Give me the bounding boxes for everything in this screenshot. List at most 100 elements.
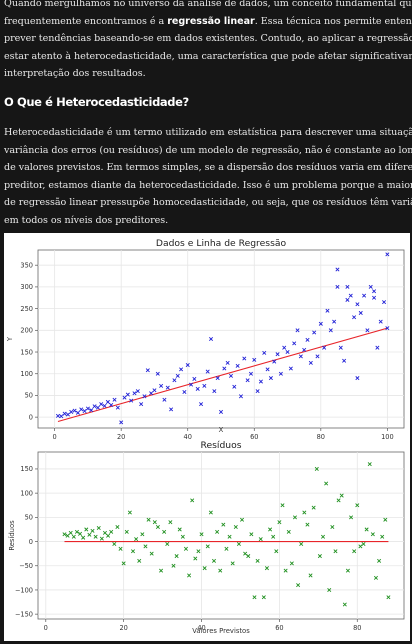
y-axis-label: Resíduos bbox=[8, 520, 16, 551]
data-point bbox=[271, 534, 276, 539]
data-point bbox=[372, 289, 377, 294]
data-point bbox=[172, 378, 177, 383]
data-point bbox=[242, 356, 247, 361]
data-point bbox=[106, 533, 111, 538]
data-point bbox=[208, 510, 213, 515]
data-point bbox=[62, 411, 67, 416]
data-point bbox=[358, 310, 363, 315]
data-point bbox=[265, 367, 270, 372]
data-point bbox=[235, 363, 240, 368]
x-tick-label: 20 bbox=[119, 624, 127, 632]
body-line-4: preditor, estamos diante da heterocedast… bbox=[4, 179, 412, 191]
data-point bbox=[322, 345, 327, 350]
data-point bbox=[81, 535, 86, 540]
data-point bbox=[218, 409, 224, 414]
data-point bbox=[335, 267, 340, 272]
data-point bbox=[268, 527, 273, 532]
data-point bbox=[338, 345, 343, 350]
data-point bbox=[292, 515, 297, 520]
data-point bbox=[315, 354, 320, 359]
data-point bbox=[112, 397, 117, 402]
data-point bbox=[358, 544, 363, 549]
data-point bbox=[227, 534, 232, 539]
data-point bbox=[386, 595, 391, 600]
data-point bbox=[236, 541, 241, 546]
data-point bbox=[246, 554, 251, 559]
data-point bbox=[109, 402, 114, 408]
data-point bbox=[165, 541, 170, 546]
data-point bbox=[243, 551, 248, 556]
data-point bbox=[202, 566, 207, 571]
data-point bbox=[282, 345, 287, 350]
data-point bbox=[345, 568, 350, 573]
data-point bbox=[85, 406, 90, 411]
data-point bbox=[125, 392, 130, 397]
data-point bbox=[193, 556, 198, 561]
data-point bbox=[211, 558, 217, 563]
data-point bbox=[142, 394, 147, 399]
data-point bbox=[102, 403, 107, 408]
data-point bbox=[345, 284, 350, 289]
x-axis-label: X bbox=[219, 426, 224, 434]
data-point bbox=[205, 544, 210, 549]
data-point bbox=[74, 529, 79, 534]
data-point bbox=[159, 383, 164, 388]
data-point bbox=[373, 575, 378, 580]
data-point bbox=[87, 532, 92, 537]
data-point bbox=[99, 536, 104, 541]
data-point bbox=[280, 503, 285, 508]
data-point bbox=[152, 520, 157, 525]
y-tick-label: 200 bbox=[20, 327, 33, 335]
data-point bbox=[352, 315, 357, 320]
data-point bbox=[252, 595, 257, 600]
data-point bbox=[105, 399, 110, 404]
data-point bbox=[348, 293, 353, 298]
x-tick-label: 60 bbox=[275, 624, 283, 632]
data-point bbox=[355, 503, 360, 508]
data-point bbox=[370, 532, 375, 537]
data-point bbox=[249, 532, 254, 537]
data-point bbox=[149, 551, 154, 556]
data-point bbox=[261, 595, 266, 600]
data-point bbox=[258, 379, 263, 384]
data-point bbox=[330, 525, 335, 530]
data-point bbox=[196, 549, 201, 554]
data-point bbox=[382, 300, 387, 305]
data-point bbox=[238, 394, 243, 399]
y-tick-label: 300 bbox=[20, 283, 33, 291]
data-point bbox=[82, 409, 87, 414]
data-point bbox=[190, 498, 195, 503]
data-point bbox=[264, 566, 269, 571]
y-tick-label: 50 bbox=[25, 514, 33, 522]
x-tick-label: 80 bbox=[353, 624, 361, 632]
data-point bbox=[132, 391, 137, 396]
data-point bbox=[367, 462, 372, 467]
y-tick-label: 100 bbox=[20, 489, 33, 497]
data-point bbox=[355, 302, 360, 307]
data-point bbox=[145, 368, 150, 373]
data-point bbox=[255, 389, 260, 394]
data-point bbox=[233, 525, 238, 530]
data-point bbox=[122, 395, 127, 400]
data-point bbox=[174, 554, 179, 559]
data-point bbox=[155, 371, 160, 376]
data-point bbox=[139, 402, 144, 407]
data-point bbox=[90, 528, 95, 533]
data-point bbox=[285, 350, 290, 355]
data-point bbox=[205, 369, 210, 374]
data-point bbox=[199, 402, 204, 407]
data-point bbox=[295, 328, 300, 333]
data-point bbox=[162, 529, 167, 534]
y-tick-label: 150 bbox=[20, 465, 33, 473]
data-point bbox=[333, 549, 338, 554]
y-axis-label: Y bbox=[6, 336, 14, 342]
data-point bbox=[195, 386, 200, 391]
data-point bbox=[199, 532, 204, 537]
data-point bbox=[69, 409, 74, 414]
data-point bbox=[289, 561, 294, 566]
body-line-6: em todos os níveis dos preditores. bbox=[4, 214, 169, 226]
x-tick-label: 40 bbox=[197, 624, 205, 632]
data-point bbox=[93, 534, 98, 539]
data-point bbox=[175, 373, 180, 378]
data-point bbox=[299, 541, 304, 546]
